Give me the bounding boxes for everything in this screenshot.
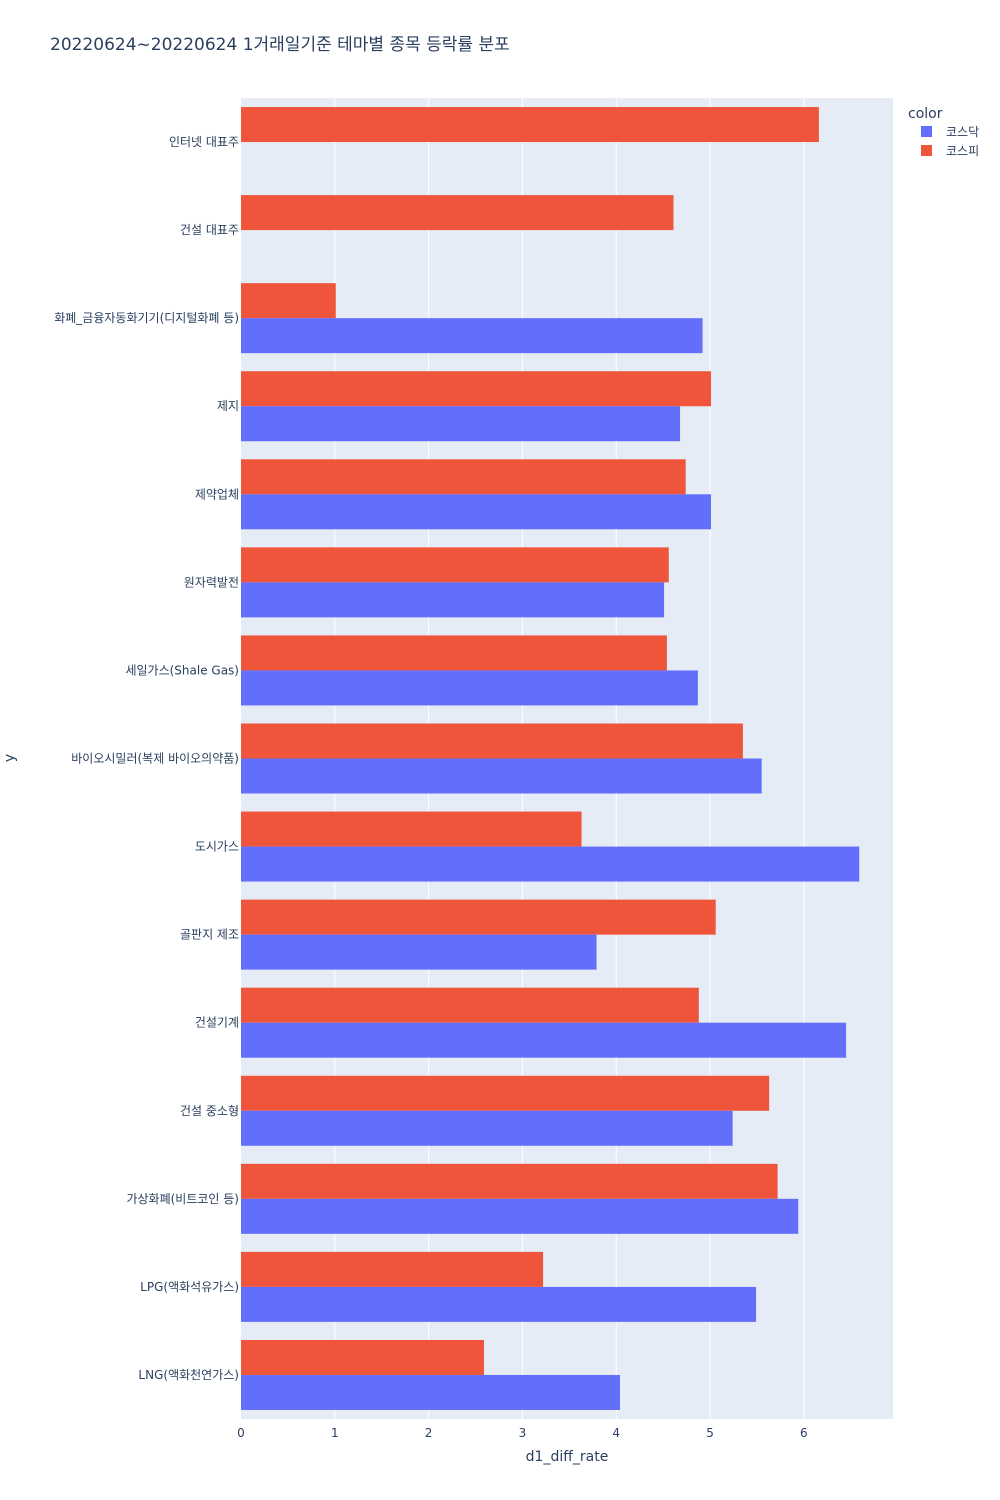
bar-kosdaq[interactable] [241, 846, 860, 882]
x-tick-label: 5 [706, 1426, 714, 1440]
y-tick-label: 가상화폐(비트코인 등) [126, 1192, 239, 1206]
bar-kosdaq[interactable] [241, 934, 597, 970]
x-tick-label: 3 [519, 1426, 527, 1440]
bar-kosdaq[interactable] [241, 1110, 733, 1146]
y-tick-label: 인터넷 대표주 [169, 135, 239, 149]
y-tick-label: LPG(액화석유가스) [140, 1280, 239, 1294]
x-axis-title: d1_diff_rate [526, 1449, 609, 1465]
bar-kospi[interactable] [241, 459, 686, 495]
legend-label[interactable]: 코스닥 [946, 125, 979, 139]
bar-kosdaq[interactable] [241, 494, 712, 530]
y-tick-label: 제약업체 [195, 486, 239, 501]
bar-kospi[interactable] [241, 1163, 778, 1199]
bar-kospi[interactable] [241, 723, 743, 759]
legend-title: color [908, 106, 943, 122]
y-tick-label: 화폐_금융자동화기기(디지털화폐 등) [54, 311, 239, 325]
bars [241, 107, 860, 1410]
bar-kospi[interactable] [241, 811, 582, 847]
bar-kospi[interactable] [241, 635, 667, 671]
y-tick-label: 골판지 제조 [180, 928, 239, 942]
bar-kosdaq[interactable] [241, 406, 681, 442]
bar-kosdaq[interactable] [241, 758, 762, 794]
legend-swatch[interactable] [921, 145, 932, 156]
bar-kospi[interactable] [241, 283, 336, 319]
legend-label[interactable]: 코스피 [946, 144, 979, 158]
x-tick-label: 0 [237, 1426, 245, 1440]
bar-kospi[interactable] [241, 1251, 544, 1287]
y-tick-label: 세일가스(Shale Gas) [125, 663, 239, 677]
bar-kospi[interactable] [241, 371, 712, 407]
bar-kosdaq[interactable] [241, 582, 665, 618]
bar-kospi[interactable] [241, 899, 716, 935]
bar-kosdaq[interactable] [241, 1374, 621, 1410]
y-tick-label: 건설 중소형 [180, 1104, 239, 1118]
chart-title: 20220624~20220624 1거래일기준 테마별 종목 등락률 분포 [50, 35, 510, 55]
x-tick-label: 4 [612, 1426, 620, 1440]
bar-kosdaq[interactable] [241, 318, 703, 354]
bar-kospi[interactable] [241, 1075, 770, 1111]
x-tick-labels: 0 1 2 3 4 5 6 [237, 1426, 808, 1440]
x-tick-label: 6 [800, 1426, 808, 1440]
x-tick-label: 2 [425, 1426, 433, 1440]
bar-kospi[interactable] [241, 987, 699, 1023]
y-tick-label: LNG(액화천연가스) [138, 1367, 239, 1382]
bar-kospi[interactable] [241, 107, 819, 143]
bar-kospi[interactable] [241, 195, 674, 231]
y-axis-title: y [2, 754, 18, 762]
bar-kospi[interactable] [241, 1339, 484, 1375]
y-tick-label: 도시가스 [195, 840, 239, 854]
bar-kosdaq[interactable] [241, 670, 698, 706]
y-tick-label: 건설 대표주 [180, 223, 239, 237]
y-tick-label: 건설기계 [195, 1016, 239, 1030]
y-tick-label: 바이오시밀러(복제 바이오의약품) [71, 751, 239, 766]
bar-kospi[interactable] [241, 547, 669, 583]
bar-kosdaq[interactable] [241, 1022, 847, 1058]
y-tick-label: 제지 [217, 399, 239, 413]
legend-swatch[interactable] [921, 126, 932, 137]
y-tick-label: 원자력발전 [184, 575, 239, 589]
bar-kosdaq[interactable] [241, 1286, 757, 1322]
x-tick-label: 1 [331, 1426, 339, 1440]
bar-kosdaq[interactable] [241, 1198, 799, 1234]
